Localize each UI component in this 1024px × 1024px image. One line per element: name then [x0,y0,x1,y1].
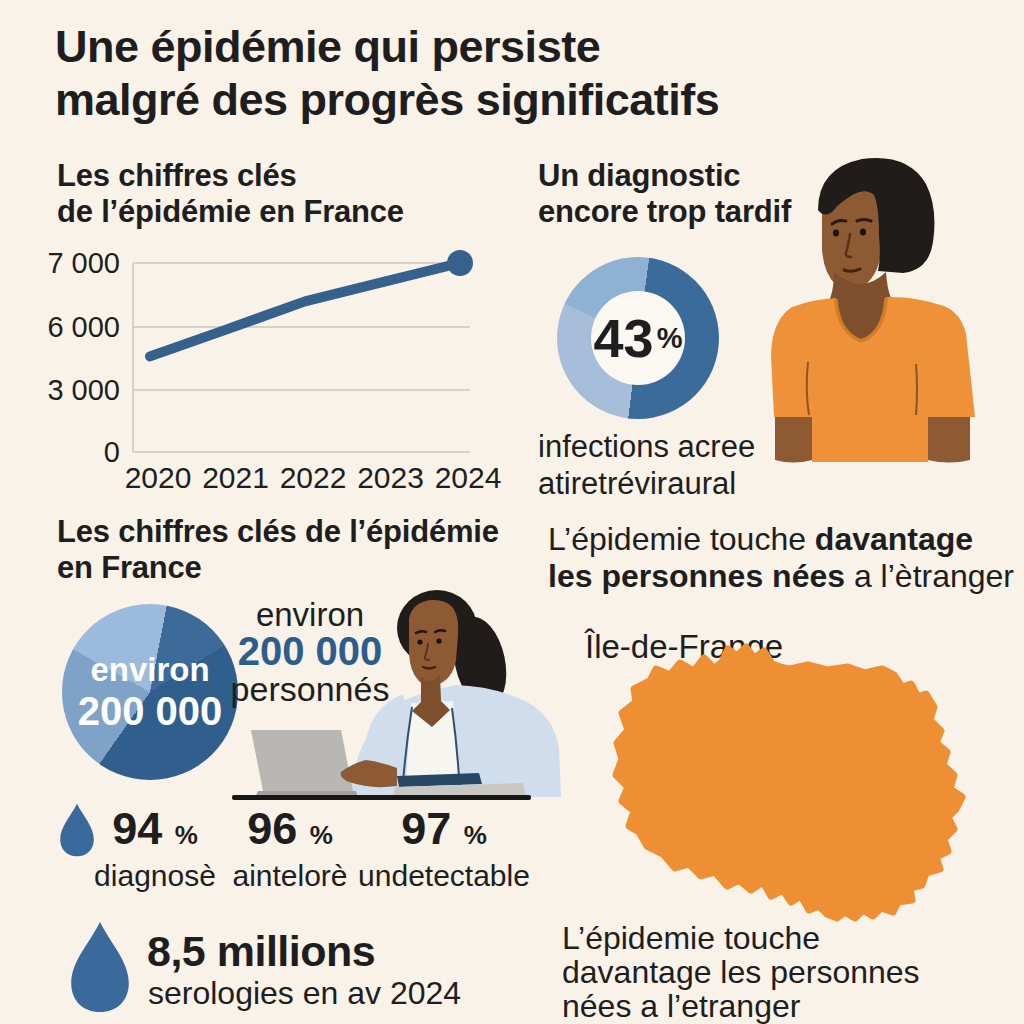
foreign-heading-line2: les personnes nées a l’ètranger [548,558,1014,595]
svg-text:2024: 2024 [435,461,502,494]
woman-face [409,600,458,686]
desk-line [232,795,531,800]
woman-left-eye [417,639,422,644]
map-caption-line1: L’épidemie touche [562,921,920,955]
donut-caption-line2: atiretréviraural [538,465,755,502]
laptop-screen [251,730,353,791]
foreign-heading: L’épidemie touche davantage les personne… [548,521,1014,595]
person-left-forearm [775,417,812,463]
page-title-line2: malgré des progrès significatifs [55,73,719,126]
stat-undetectable-number: 97 [401,803,451,854]
water-drop-large-icon [64,916,136,1018]
stat-undetectable-label: undetectable [356,860,532,892]
foreign-heading-l1-normal: L’épidemie touche [548,521,815,557]
foreign-heading-line1: L’épidemie touche davantage [548,521,1014,558]
person-right-eyebrow [857,220,871,222]
foreign-heading-l2-normal: a l’ètranger [845,558,1014,594]
map-caption: L’épidemie touche davantage les personne… [562,921,920,1023]
svg-text:3 000: 3 000 [47,374,120,406]
map-caption-line3: nées a l’etranger [562,989,920,1023]
serology-label: serologies en av 2024 [148,975,461,1012]
svg-text:2021: 2021 [202,461,269,494]
stat-undetectable: 97 % undetectable [356,806,532,892]
pie-label-line2: 200 000 [78,689,223,733]
foreign-heading-l1-bold: davantage [815,521,973,557]
foreign-heading-l2-bold: les personnes nées [548,558,845,594]
key-figures-top-heading-line1: Les chiffres clés [57,158,404,194]
ile-de-france-map [605,640,975,930]
svg-text:2023: 2023 [357,461,424,494]
stat-undetectable-value: 97 % [356,806,532,858]
donut-value: 43 [594,307,654,369]
donut-caption: infections acree atiretréviraural [538,428,755,502]
person-illustration [748,150,1018,465]
key-figures-top-heading: Les chiffres clés de l’épidémie en Franc… [57,158,404,230]
serology-value: 8,5 millions [147,927,375,976]
page-title: Une épidémie qui persiste malgré des pro… [55,20,719,126]
stat-treated: 96 % aintelorè [202,806,378,892]
pie-label-line1: environ [90,651,209,689]
svg-text:7 000: 7 000 [47,247,120,279]
person-right-eye [860,228,866,235]
water-drop-icon [56,801,98,859]
stat-treated-unit: % [310,820,333,850]
woman-at-laptop-illustration [225,570,565,810]
person-right-sleeve-seam [916,364,917,415]
key-figures-mid-heading-line1: Les chiffres clés de l’épidémie [57,514,499,550]
new-diagnoses-line-chart: 0 3 000 6 000 7 000 2020 2021 2022 2023 2024 [40,245,510,500]
svg-text:2020: 2020 [125,461,192,494]
svg-text:6 000: 6 000 [47,311,120,343]
key-figures-top-heading-line2: de l’épidémie en France [57,194,404,230]
stat-treated-label: aintelorè [202,860,378,892]
stat-treated-value: 96 % [202,806,378,858]
person-right-forearm [928,417,970,463]
stat-diagnosed-number: 94 [112,803,162,854]
page-title-line1: Une épidémie qui persiste [55,20,719,73]
people-living-pie-chart: environ 200 000 [62,604,238,780]
donut-unit: % [657,322,683,355]
woman-right-eye [436,638,441,643]
map-caption-line2: davantage les personnes [562,955,920,989]
stat-undetectable-unit: % [464,820,487,850]
stat-diagnosed-unit: % [175,820,198,850]
stat-treated-number: 96 [247,803,297,854]
svg-text:2022: 2022 [280,461,347,494]
map-region-shape [616,647,962,918]
person-left-eye [833,229,839,236]
donut-hole: 43 % [591,291,685,385]
svg-text:0: 0 [104,436,120,468]
infographic-canvas: Une épidémie qui persiste malgré des pro… [0,0,1024,1024]
donut-caption-line1: infections acree [538,428,755,465]
late-diagnosis-donut-chart: 43 % [557,257,719,419]
